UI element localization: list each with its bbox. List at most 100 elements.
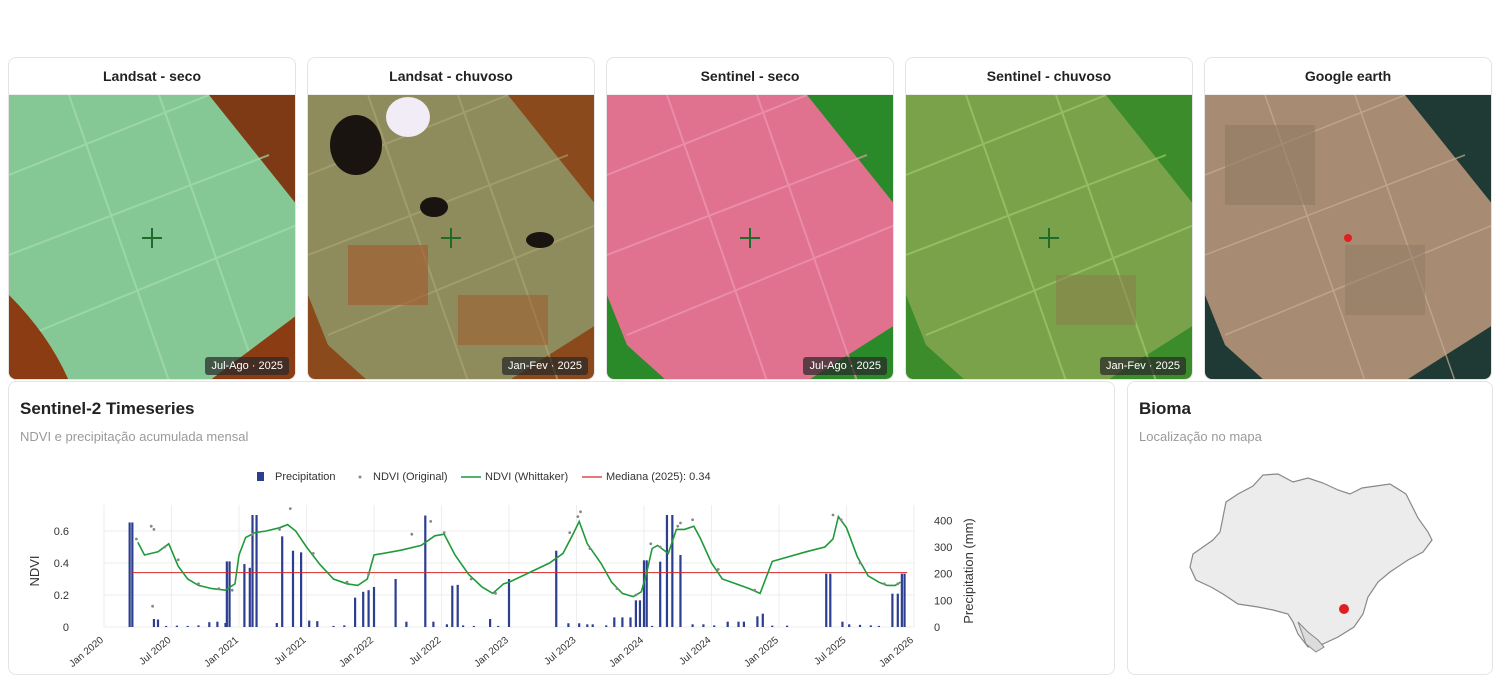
ndvi-original-point: [469, 577, 473, 581]
ndvi-original-point: [176, 558, 180, 562]
precipitation-bar: [756, 616, 759, 627]
ndvi-original-point: [442, 531, 446, 534]
x-tick-label: Jan 2026: [877, 635, 916, 670]
precipitation-bar: [726, 621, 729, 627]
precipitation-bar: [555, 550, 558, 627]
precipitation-bar: [208, 622, 211, 627]
precipitation-bar: [165, 625, 168, 627]
ndvi-original-point: [588, 547, 592, 550]
location-marker: [1339, 604, 1349, 614]
precipitation-bar: [761, 613, 764, 627]
legend-label-precipitation: Precipitation: [275, 471, 336, 483]
precipitation-bar: [175, 625, 178, 627]
precipitation-bar: [372, 587, 376, 627]
satellite-image-sentinel-seco[interactable]: Jul-Ago · 2025: [607, 95, 893, 379]
y2-tick-label: 100: [934, 595, 952, 607]
bioma-map[interactable]: [1128, 382, 1492, 674]
bioma-subtitle: Localização no mapa: [1139, 429, 1262, 444]
x-tick-label: Jan 2021: [202, 635, 241, 670]
legend-label-median: Mediana (2025): 0.34: [606, 471, 711, 483]
satellite-image-sentinel-chuvoso[interactable]: Jan-Fev · 2025: [906, 95, 1192, 379]
ndvi-original-point: [753, 588, 757, 592]
crosshair-icon: [441, 228, 461, 248]
satellite-image-google-earth[interactable]: [1205, 95, 1491, 379]
bioma-title: Bioma: [1139, 399, 1191, 418]
precipitation-bar: [131, 522, 134, 627]
precipitation-bar: [128, 522, 131, 627]
ndvi-original-point: [831, 513, 835, 517]
ndvi-original-point: [367, 572, 370, 576]
precipitation-bar: [713, 625, 716, 627]
x-tick-label: Jul 2020: [137, 635, 173, 668]
precipitation-bar: [702, 624, 705, 627]
precipitation-bar: [891, 593, 894, 627]
card-sentinel-seco: Sentinel - seco Jul-Ago · 2025: [606, 57, 894, 380]
precipitation-bar: [156, 619, 160, 627]
precipitation-bar: [243, 564, 246, 627]
x-tick-label: Jan 2024: [607, 635, 646, 670]
card-landsat-seco: Landsat - seco Jul-Ago · 2025: [8, 57, 296, 380]
precipitation-bar: [825, 573, 828, 627]
card-title: Google earth: [1205, 58, 1491, 95]
google-earth-image: [1205, 95, 1491, 379]
precipitation-bar: [472, 625, 475, 627]
ndvi-original-point: [251, 532, 254, 536]
precipitation-bar: [456, 584, 459, 627]
precipitation-bar: [225, 561, 228, 627]
ndvi-original-point: [839, 518, 843, 522]
precipitation-bar: [251, 515, 254, 627]
precipitation-bar: [903, 573, 906, 627]
ndvi-original-point: [494, 592, 497, 595]
card-title: Sentinel - seco: [607, 58, 893, 95]
precipitation-bar: [638, 600, 642, 627]
precipitation-bar: [445, 624, 448, 627]
y2-tick-label: 300: [934, 542, 952, 554]
precipitation-bar: [671, 515, 674, 627]
card-title: Sentinel - chuvoso: [906, 58, 1192, 95]
precipitation-bar: [742, 621, 745, 627]
bioma-panel: Bioma Localização no mapa: [1127, 381, 1493, 675]
precipitation-bar: [367, 590, 370, 627]
satellite-image-landsat-chuvoso[interactable]: Jan-Fev · 2025: [308, 95, 594, 379]
precipitation-bar: [621, 617, 624, 627]
ndvi-original-point: [679, 521, 682, 525]
ndvi-precipitation-chart[interactable]: 0 0.2 0.4 0.6 0 100 200 300 400 Jan 2020 Jul 2020 J…: [9, 382, 1114, 674]
precipitation-bar: [281, 536, 284, 627]
precipitation-bar: [691, 624, 694, 627]
ndvi-original-point: [278, 528, 281, 531]
x-tick-label: Jan 2020: [67, 635, 106, 670]
timeseries-panel: Sentinel-2 Timeseries NDVI e precipitaçã…: [8, 381, 1115, 675]
ndvi-original-point: [568, 531, 572, 534]
precipitation-bar: [186, 625, 189, 627]
precipitation-bar: [362, 591, 365, 627]
precipitation-bar: [605, 625, 608, 627]
crosshair-icon: [142, 228, 162, 248]
ndvi-original-point: [676, 524, 680, 528]
precipitation-bar: [275, 623, 278, 627]
legend-swatch-ndvi-original: [358, 475, 362, 479]
ndvi-original-point: [615, 587, 619, 590]
precipitation-bar: [354, 597, 357, 627]
precipitation-bar: [228, 561, 231, 627]
y-axis-label: NDVI: [27, 555, 42, 586]
precipitation-bar: [300, 552, 303, 627]
timeseries-subtitle: NDVI e precipitação acumulada mensal: [20, 429, 249, 444]
ndvi-original-point: [410, 532, 414, 536]
precipitation-bar: [432, 621, 435, 627]
ndvi-original-point: [152, 528, 156, 531]
precipitation-bar: [394, 579, 397, 627]
precipitation-bar: [224, 623, 227, 627]
precipitation-bar: [343, 625, 346, 627]
precipitation-bar: [665, 515, 669, 627]
date-badge: Jan-Fev · 2025: [1100, 357, 1186, 375]
ndvi-original-point: [197, 582, 200, 586]
location-marker: [1344, 234, 1352, 242]
satellite-image-landsat-seco[interactable]: Jul-Ago · 2025: [9, 95, 295, 379]
ndvi-original-point: [429, 520, 433, 523]
date-badge: Jul-Ago · 2025: [205, 357, 289, 375]
precipitation-bar: [645, 560, 648, 627]
y-tick-label: 0.2: [54, 590, 69, 602]
precipitation-bar: [424, 515, 427, 627]
precipitation-bar: [405, 621, 408, 627]
y2-axis-label: Precipitation (mm): [961, 518, 976, 623]
